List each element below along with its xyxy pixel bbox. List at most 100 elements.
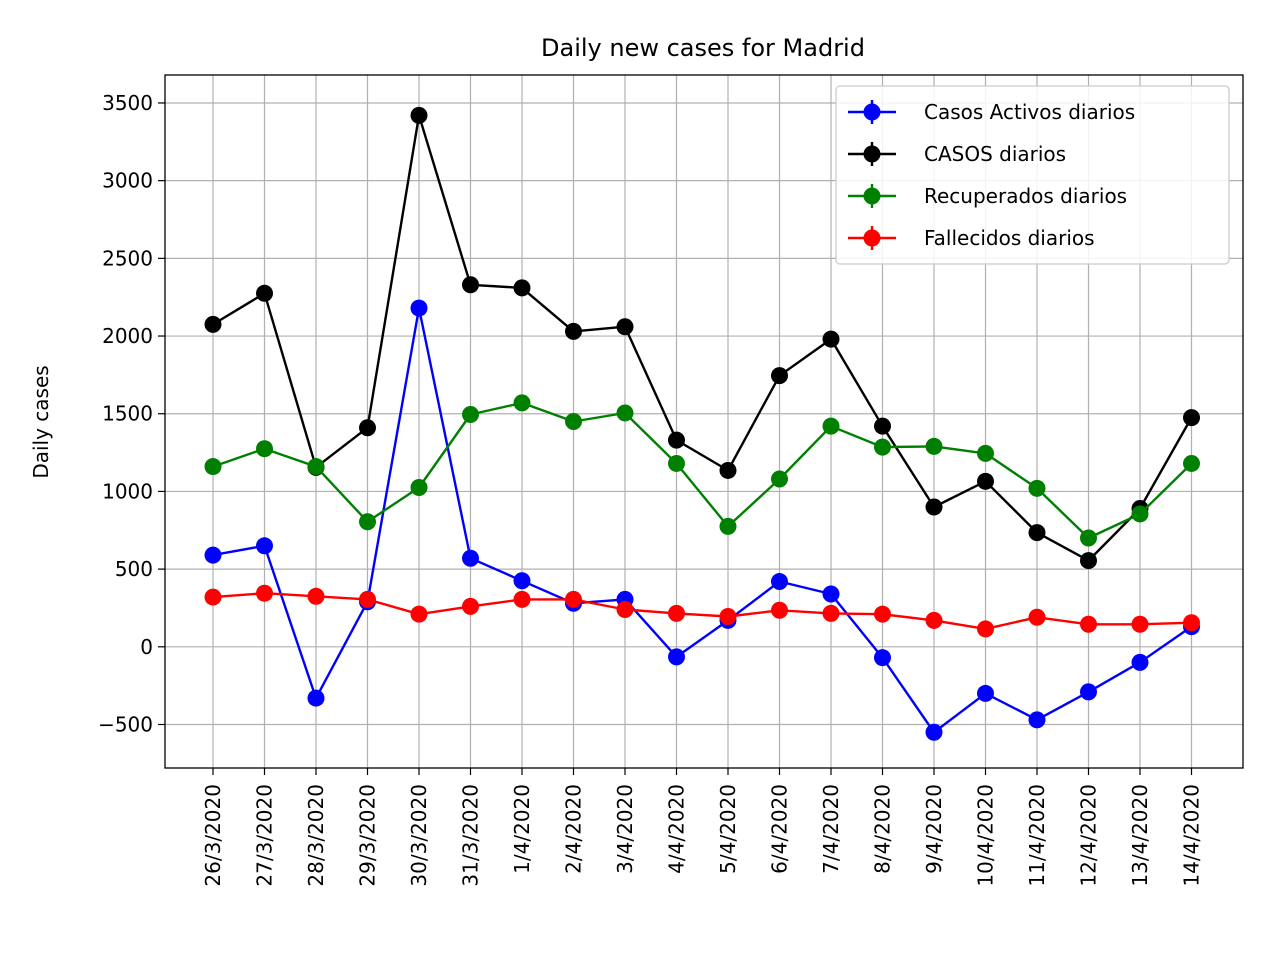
- data-point: [462, 597, 479, 615]
- data-point: [874, 649, 891, 667]
- x-tick-label: 1/4/2020: [510, 784, 534, 874]
- legend-marker: [863, 145, 881, 163]
- data-point: [616, 404, 634, 422]
- data-point: [771, 470, 788, 488]
- data-point: [1080, 683, 1097, 701]
- data-point: [1028, 608, 1046, 626]
- data-point: [874, 438, 891, 456]
- data-point: [565, 590, 582, 608]
- data-point: [822, 604, 840, 622]
- data-point: [1028, 524, 1046, 542]
- data-point: [1080, 615, 1097, 633]
- x-tick-label: 10/4/2020: [974, 784, 998, 887]
- data-point: [410, 299, 428, 317]
- x-tick-label: 11/4/2020: [1025, 784, 1049, 887]
- data-point: [565, 322, 582, 340]
- legend: Casos Activos diarios CASOS diarios Recupe…: [835, 85, 1230, 265]
- series-layer: [204, 106, 1200, 741]
- legend-label: Fallecidos diarios: [924, 226, 1095, 250]
- data-point: [513, 394, 531, 412]
- data-point: [668, 454, 685, 472]
- data-point: [977, 684, 994, 702]
- y-tick-label: 2500: [102, 246, 153, 270]
- data-point: [977, 620, 994, 638]
- data-point: [204, 315, 222, 333]
- data-point: [616, 318, 634, 336]
- x-tick-label: 26/3/2020: [201, 784, 225, 887]
- legend-item: CASOS diarios: [848, 142, 1066, 166]
- legend-marker: [863, 187, 881, 205]
- data-point: [204, 546, 222, 564]
- data-point: [822, 330, 840, 348]
- x-tick-label: 27/3/2020: [253, 784, 277, 887]
- x-tick-label: 7/4/2020: [819, 784, 843, 874]
- data-point: [874, 417, 891, 435]
- x-tick-label: 4/4/2020: [665, 784, 689, 874]
- data-point: [977, 444, 994, 462]
- y-axis-label: Daily cases: [29, 365, 53, 478]
- y-tick-label: 1500: [102, 402, 153, 426]
- data-point: [771, 601, 788, 619]
- data-point: [668, 431, 685, 449]
- data-point: [771, 367, 788, 385]
- x-tick-label: 9/4/2020: [922, 784, 946, 874]
- data-point: [1028, 711, 1046, 729]
- series-line: [212, 306, 1193, 734]
- data-point: [565, 413, 582, 430]
- data-point: [822, 417, 840, 435]
- data-point: [1183, 409, 1200, 427]
- legend-item: Casos Activos diarios: [848, 100, 1135, 124]
- data-point: [719, 461, 737, 479]
- data-point: [1183, 454, 1200, 472]
- data-point: [462, 276, 479, 294]
- data-point: [307, 689, 325, 707]
- data-point: [977, 472, 994, 490]
- legend-marker: [863, 229, 881, 247]
- data-point: [513, 590, 531, 608]
- legend-item: Recuperados diarios: [848, 184, 1127, 208]
- y-tick-label: 3000: [102, 169, 153, 193]
- data-point: [1183, 614, 1200, 632]
- x-tick-label: 2/4/2020: [562, 784, 586, 874]
- chart-title: Daily new cases for Madrid: [541, 34, 865, 62]
- data-point: [359, 513, 376, 531]
- y-tick-label: 500: [115, 557, 153, 581]
- data-point: [462, 406, 479, 424]
- data-point: [307, 587, 325, 605]
- data-point: [410, 605, 428, 623]
- data-point: [1028, 479, 1046, 497]
- data-point: [256, 440, 273, 458]
- legend-item: Fallecidos diarios: [848, 226, 1095, 250]
- legend-label: CASOS diarios: [924, 142, 1066, 166]
- x-tick-label: 14/4/2020: [1180, 784, 1204, 887]
- data-point: [256, 584, 273, 602]
- x-tick-label: 29/3/2020: [356, 784, 380, 887]
- data-point: [204, 588, 222, 606]
- axes: 26/3/2020 27/3/2020 28/3/2020 29/3/2020 30/3…: [98, 91, 1203, 887]
- legend-label: Recuperados diarios: [924, 184, 1127, 208]
- data-point: [1131, 615, 1149, 633]
- data-point: [462, 549, 479, 567]
- x-tick-label: 8/4/2020: [871, 784, 895, 874]
- data-point: [668, 648, 685, 666]
- x-tick-label: 30/3/2020: [407, 784, 431, 887]
- y-tick-label: 0: [140, 635, 153, 659]
- data-point: [874, 605, 891, 623]
- data-point: [359, 419, 376, 437]
- data-point: [513, 572, 531, 590]
- x-tick-label: 31/3/2020: [459, 784, 483, 887]
- data-point: [668, 604, 685, 622]
- x-tick-label: 5/4/2020: [716, 784, 740, 874]
- legend-box: [835, 85, 1230, 265]
- y-tick-label: 2000: [102, 324, 153, 348]
- series-line: [212, 401, 1193, 540]
- data-point: [925, 723, 943, 741]
- y-tick-label: −500: [98, 712, 153, 736]
- data-point: [1080, 529, 1097, 547]
- series-2: [204, 394, 1200, 547]
- y-tick-label: 1000: [102, 479, 153, 503]
- legend-label: Casos Activos diarios: [924, 100, 1135, 124]
- series-line: [212, 114, 1193, 562]
